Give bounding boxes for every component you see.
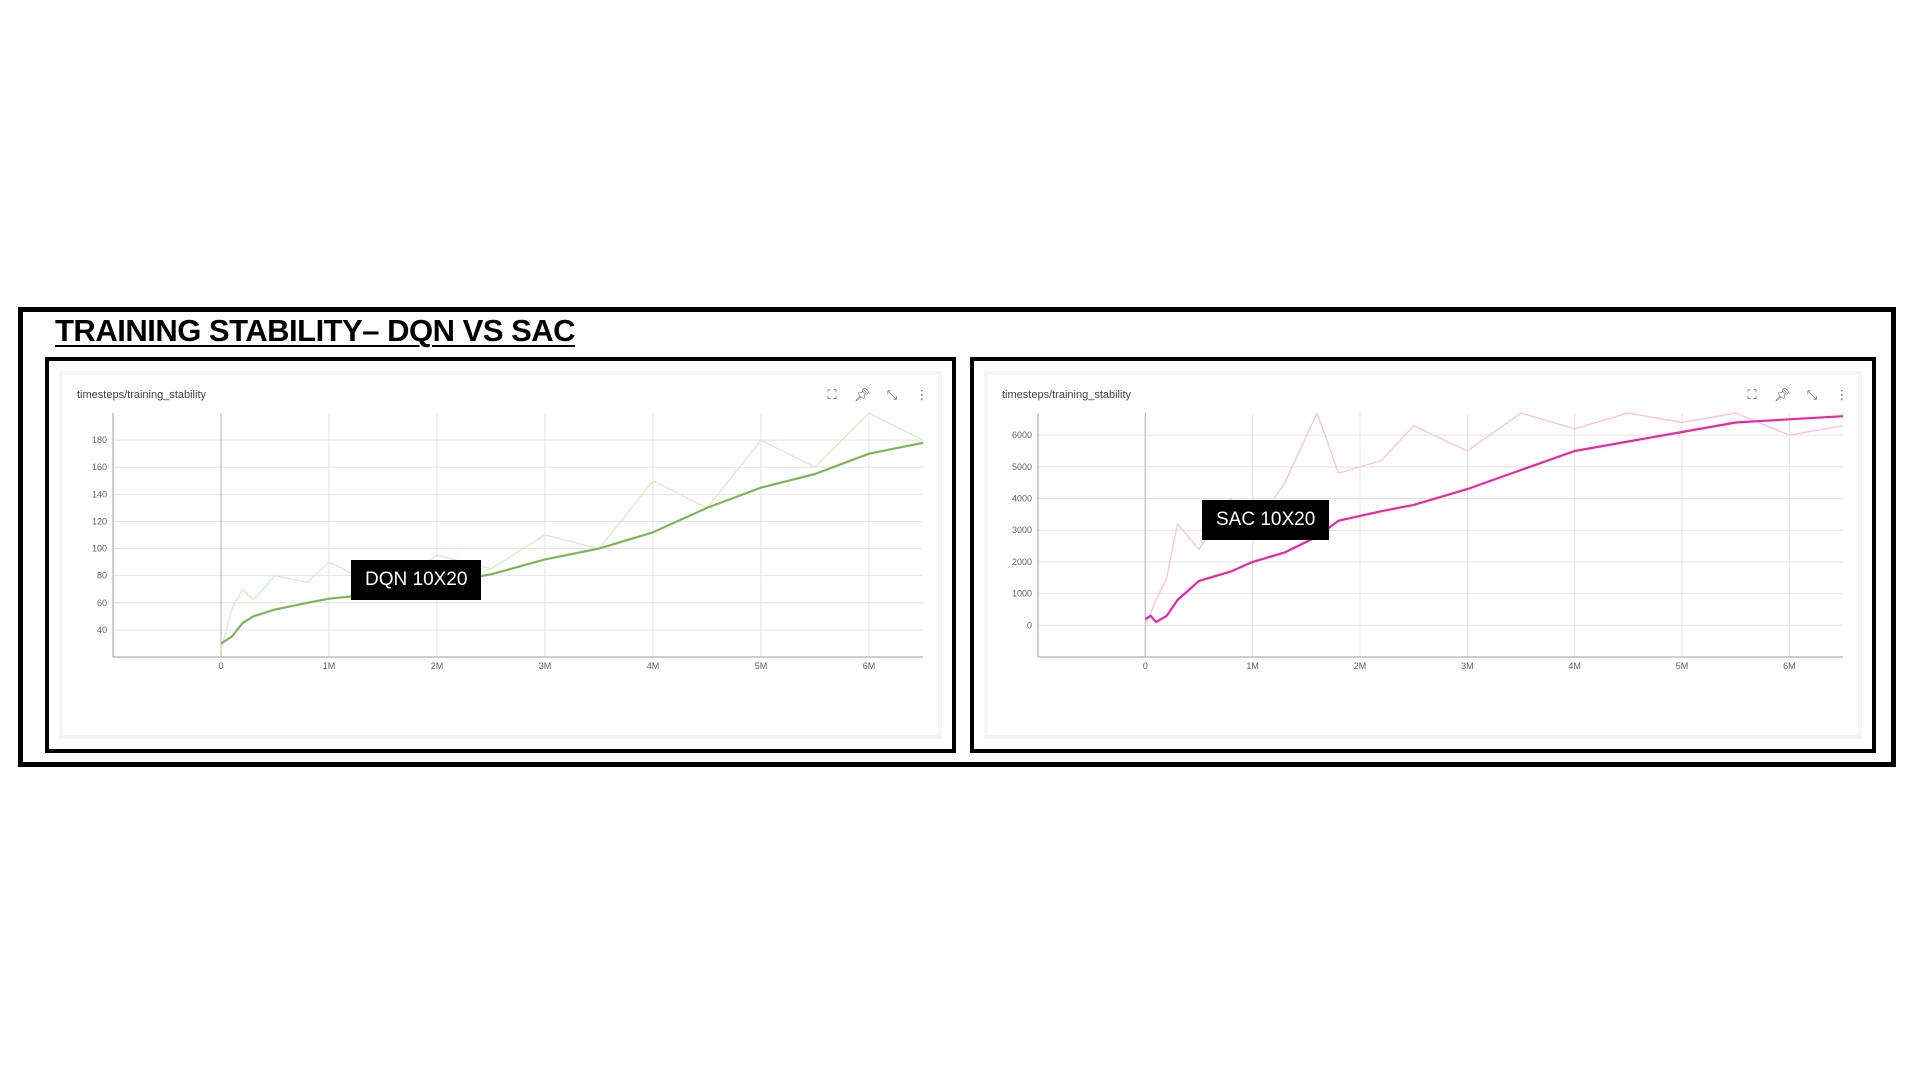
fit-domain-icon[interactable]: ⛶	[1747, 387, 1757, 403]
fit-domain-icon[interactable]: ⛶	[827, 387, 837, 403]
sac-card-title: timesteps/training_stability	[1002, 389, 1132, 401]
dqn-x-tick-label: 2M	[431, 661, 444, 671]
dqn-y-tick-label: 140	[92, 489, 107, 499]
dqn-y-tick-label: 40	[97, 625, 107, 635]
dqn-line-chart: 40 60 80 100 120 140 160 180 0 1M 2M 3M 4M 5M 6M	[92, 412, 924, 671]
dqn-y-tick-label: 80	[97, 571, 107, 581]
sac-x-tick-label: 1M	[1246, 661, 1259, 671]
sac-y-tick-label: 4000	[1012, 494, 1032, 504]
sac-run-label: SAC 10X20	[1202, 500, 1330, 540]
sac-x-tick-label: 3M	[1461, 661, 1474, 671]
sac-panel: timesteps/training_stability ⛶ 📌︎ ⤡ ⋮ 0 1…	[970, 357, 1876, 753]
sac-line-chart: 0 1000 2000 3000 4000 5000 6000 0 1M 2M 3M 4M 5M 6M	[1012, 411, 1844, 671]
sac-y-tick-label: 6000	[1012, 430, 1032, 440]
dqn-raw-series-line	[220, 412, 924, 651]
dqn-y-tick-label: 160	[92, 462, 107, 472]
dqn-x-tick-label: 4M	[647, 661, 660, 671]
sac-x-tick-label: 5M	[1676, 661, 1689, 671]
sac-y-tick-label: 1000	[1012, 589, 1032, 599]
dqn-card-toolbar: ⛶ 📌︎ ⤡ ⋮	[820, 383, 934, 407]
sac-raw-series-line	[1144, 411, 1844, 626]
dqn-smoothed-series-line	[220, 441, 924, 645]
sac-smoothed-series-line	[1144, 415, 1844, 624]
pin-icon[interactable]: 📌︎	[853, 387, 871, 403]
more-vert-icon[interactable]: ⋮	[915, 387, 929, 403]
dqn-x-tick-label: 5M	[755, 661, 768, 671]
dqn-run-label: DQN 10X20	[351, 560, 482, 600]
slide-frame	[18, 307, 1896, 767]
fullscreen-icon[interactable]: ⤡	[1806, 387, 1818, 403]
slide-title: TRAINING STABILITY– DQN VS SAC	[55, 313, 576, 348]
dqn-y-tick-label: 60	[97, 598, 107, 608]
dqn-y-tick-label: 100	[92, 544, 107, 554]
dqn-y-tick-label: 120	[92, 516, 107, 526]
fullscreen-icon[interactable]: ⤡	[886, 387, 898, 403]
sac-chart-card: timesteps/training_stability ⛶ 📌︎ ⤡ ⋮ 0 1…	[984, 371, 1862, 739]
sac-x-tick-label: 2M	[1354, 661, 1367, 671]
pin-icon[interactable]: 📌︎	[1773, 387, 1791, 403]
sac-y-tick-label: 0	[1027, 620, 1032, 630]
more-vert-icon[interactable]: ⋮	[1835, 387, 1849, 403]
sac-y-tick-label: 2000	[1012, 557, 1032, 567]
dqn-chart-card: timesteps/training_stability ⛶ 📌︎ ⤡ ⋮ 40…	[59, 371, 942, 739]
sac-card-toolbar: ⛶ 📌︎ ⤡ ⋮	[1740, 383, 1854, 407]
dqn-y-tick-label: 180	[92, 435, 107, 445]
sac-x-tick-label: 0	[1143, 661, 1148, 671]
dqn-x-tick-label: 0	[218, 661, 223, 671]
sac-x-tick-label: 6M	[1783, 661, 1796, 671]
dqn-x-tick-label: 3M	[539, 661, 552, 671]
sac-y-tick-label: 5000	[1012, 462, 1032, 472]
sac-y-tick-label: 3000	[1012, 525, 1032, 535]
dqn-panel: timesteps/training_stability ⛶ 📌︎ ⤡ ⋮ 40…	[45, 357, 956, 753]
sac-x-tick-label: 4M	[1568, 661, 1581, 671]
dqn-x-tick-label: 1M	[323, 661, 336, 671]
dqn-card-title: timesteps/training_stability	[77, 389, 207, 401]
dqn-x-tick-label: 6M	[863, 661, 876, 671]
